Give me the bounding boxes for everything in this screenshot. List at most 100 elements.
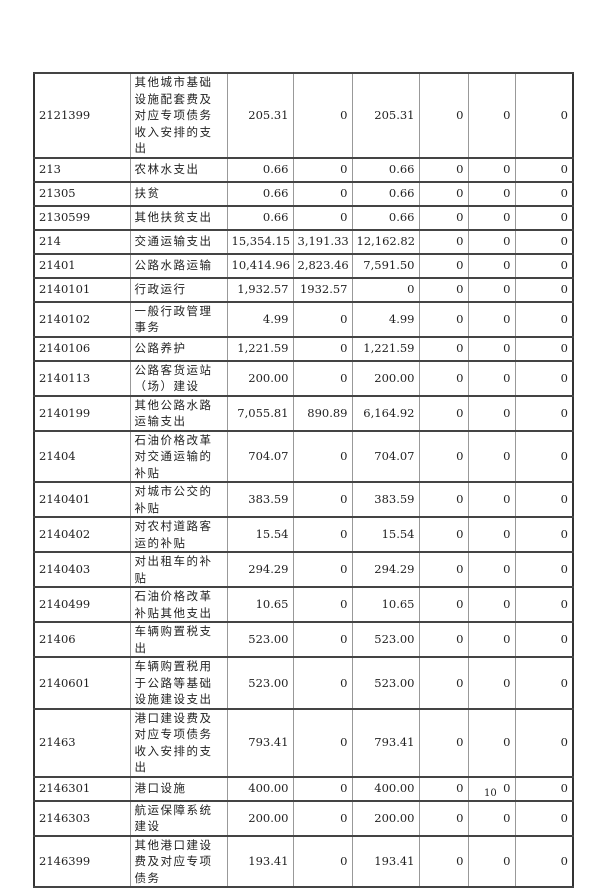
row-value: 523.00	[351, 656, 420, 710]
row-value: 205.31	[351, 72, 420, 159]
row-value: 0	[514, 707, 574, 778]
row-value: 0	[418, 276, 469, 303]
table-row: 2146303 航运保障系统建设 200.00 0 200.00 0 0 0	[33, 799, 574, 837]
row-code: 2140601	[33, 656, 131, 710]
row-name: 公路客货运站（场）建设	[129, 359, 228, 397]
table-row: 2140402 对农村道路客运的补贴 15.54 0 15.54 0 0 0	[33, 516, 574, 553]
row-code: 2140402	[33, 516, 131, 553]
row-code: 2146399	[33, 834, 131, 888]
row-name: 港口建设费及对应专项债务收入安排的支出	[129, 707, 228, 778]
row-value: 0	[514, 156, 574, 183]
row-value: 0	[467, 72, 516, 159]
row-value: 0.66	[226, 180, 294, 207]
row-value: 0	[292, 707, 353, 778]
row-value: 0	[514, 586, 574, 623]
row-value: 0	[467, 276, 516, 303]
table-row: 2146301 港口设施 400.00 0 400.00 0 0 0	[33, 775, 574, 802]
row-value: 4.99	[226, 300, 294, 338]
row-value: 193.41	[226, 834, 294, 888]
row-value: 200.00	[226, 359, 294, 397]
row-value: 0	[514, 300, 574, 338]
row-value: 0	[514, 516, 574, 553]
row-name: 石油价格改革对交通运输的补贴	[129, 429, 228, 483]
row-value: 0	[418, 799, 469, 837]
row-value: 0	[467, 252, 516, 279]
row-value: 200.00	[351, 799, 420, 837]
row-code: 2130599	[33, 204, 131, 231]
row-value: 200.00	[226, 799, 294, 837]
row-code: 2140499	[33, 586, 131, 623]
row-value: 0	[292, 621, 353, 658]
row-value: 0	[418, 204, 469, 231]
row-name: 港口设施	[129, 775, 228, 802]
row-value: 0	[292, 156, 353, 183]
row-value: 0	[467, 335, 516, 362]
table-row: 2140403 对出租车的补贴 294.29 0 294.29 0 0 0	[33, 551, 574, 588]
row-name: 航运保障系统建设	[129, 799, 228, 837]
row-value: 0	[418, 775, 469, 802]
row-name: 扶贫	[129, 180, 228, 207]
row-value: 4.99	[351, 300, 420, 338]
row-value: 0	[292, 586, 353, 623]
page-number: 10	[484, 788, 497, 799]
row-value: 383.59	[226, 481, 294, 518]
row-value: 193.41	[351, 834, 420, 888]
row-value: 0	[514, 551, 574, 588]
row-value: 0	[467, 481, 516, 518]
row-value: 0	[514, 481, 574, 518]
row-value: 0	[467, 429, 516, 483]
row-value: 0.66	[351, 204, 420, 231]
row-value: 0	[418, 707, 469, 778]
table-row: 2121399 其他城市基础设施配套费及对应专项债务收入安排的支出 205.31 0 2…	[33, 72, 574, 159]
table-row: 2140106 公路养护 1,221.59 0 1,221.59 0 0 0	[33, 335, 574, 362]
row-value: 0	[418, 834, 469, 888]
row-value: 0	[467, 834, 516, 888]
table-row: 2140401 对城市公交的补贴 383.59 0 383.59 0 0 0	[33, 481, 574, 518]
table-row: 2140102 一般行政管理事务 4.99 0 4.99 0 0 0	[33, 300, 574, 338]
row-value: 0	[467, 775, 516, 802]
row-value: 0	[418, 481, 469, 518]
row-value: 0	[467, 707, 516, 778]
row-value: 0	[514, 72, 574, 159]
row-value: 2,823.46	[292, 252, 353, 279]
table-row: 2140199 其他公路水路运输支出 7,055.81 890.89 6,164.92 0…	[33, 394, 574, 432]
row-value: 0	[467, 656, 516, 710]
row-value: 0	[292, 72, 353, 159]
row-value: 0	[514, 799, 574, 837]
row-code: 21401	[33, 252, 131, 279]
row-value: 0	[418, 228, 469, 255]
row-value: 0	[467, 516, 516, 553]
row-code: 2140106	[33, 335, 131, 362]
row-value: 0.66	[351, 156, 420, 183]
row-value: 0	[514, 252, 574, 279]
row-value: 0	[514, 276, 574, 303]
row-value: 0	[418, 359, 469, 397]
row-value: 12,162.82	[351, 228, 420, 255]
row-code: 2140401	[33, 481, 131, 518]
row-name: 公路养护	[129, 335, 228, 362]
table-row: 2140113 公路客货运站（场）建设 200.00 0 200.00 0 0 0	[33, 359, 574, 397]
row-value: 0	[292, 799, 353, 837]
row-value: 0	[292, 516, 353, 553]
row-value: 1932.57	[292, 276, 353, 303]
row-value: 1,932.57	[226, 276, 294, 303]
row-code: 213	[33, 156, 131, 183]
row-value: 0	[514, 656, 574, 710]
table-row: 213 农林水支出 0.66 0 0.66 0 0 0	[33, 156, 574, 183]
row-code: 2146301	[33, 775, 131, 802]
row-value: 0.66	[226, 156, 294, 183]
row-value: 0	[467, 359, 516, 397]
row-code: 2140199	[33, 394, 131, 432]
row-value: 15,354.15	[226, 228, 294, 255]
row-value: 200.00	[351, 359, 420, 397]
row-value: 0	[418, 72, 469, 159]
row-value: 10,414.96	[226, 252, 294, 279]
row-value: 0	[292, 300, 353, 338]
row-value: 0	[418, 621, 469, 658]
row-value: 0	[418, 429, 469, 483]
row-value: 0	[514, 834, 574, 888]
row-code: 2146303	[33, 799, 131, 837]
row-code: 2140102	[33, 300, 131, 338]
row-value: 7,055.81	[226, 394, 294, 432]
row-name: 车辆购置税支出	[129, 621, 228, 658]
